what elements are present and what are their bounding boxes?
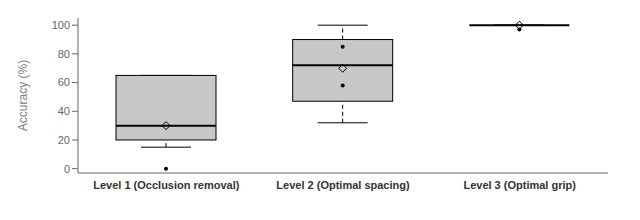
svg-text:Accuracy (%): Accuracy (%)	[16, 60, 30, 131]
svg-text:0: 0	[64, 163, 70, 175]
svg-text:20: 20	[58, 134, 70, 146]
svg-text:Level 1 (Occlusion removal): Level 1 (Occlusion removal)	[93, 179, 239, 191]
svg-text:60: 60	[58, 76, 70, 88]
svg-text:Level 3 (Optimal grip): Level 3 (Optimal grip)	[463, 179, 576, 191]
svg-text:80: 80	[58, 48, 70, 60]
svg-text:100: 100	[52, 19, 70, 31]
svg-text:40: 40	[58, 105, 70, 117]
svg-text:Level 2 (Optimal spacing): Level 2 (Optimal spacing)	[276, 179, 410, 191]
